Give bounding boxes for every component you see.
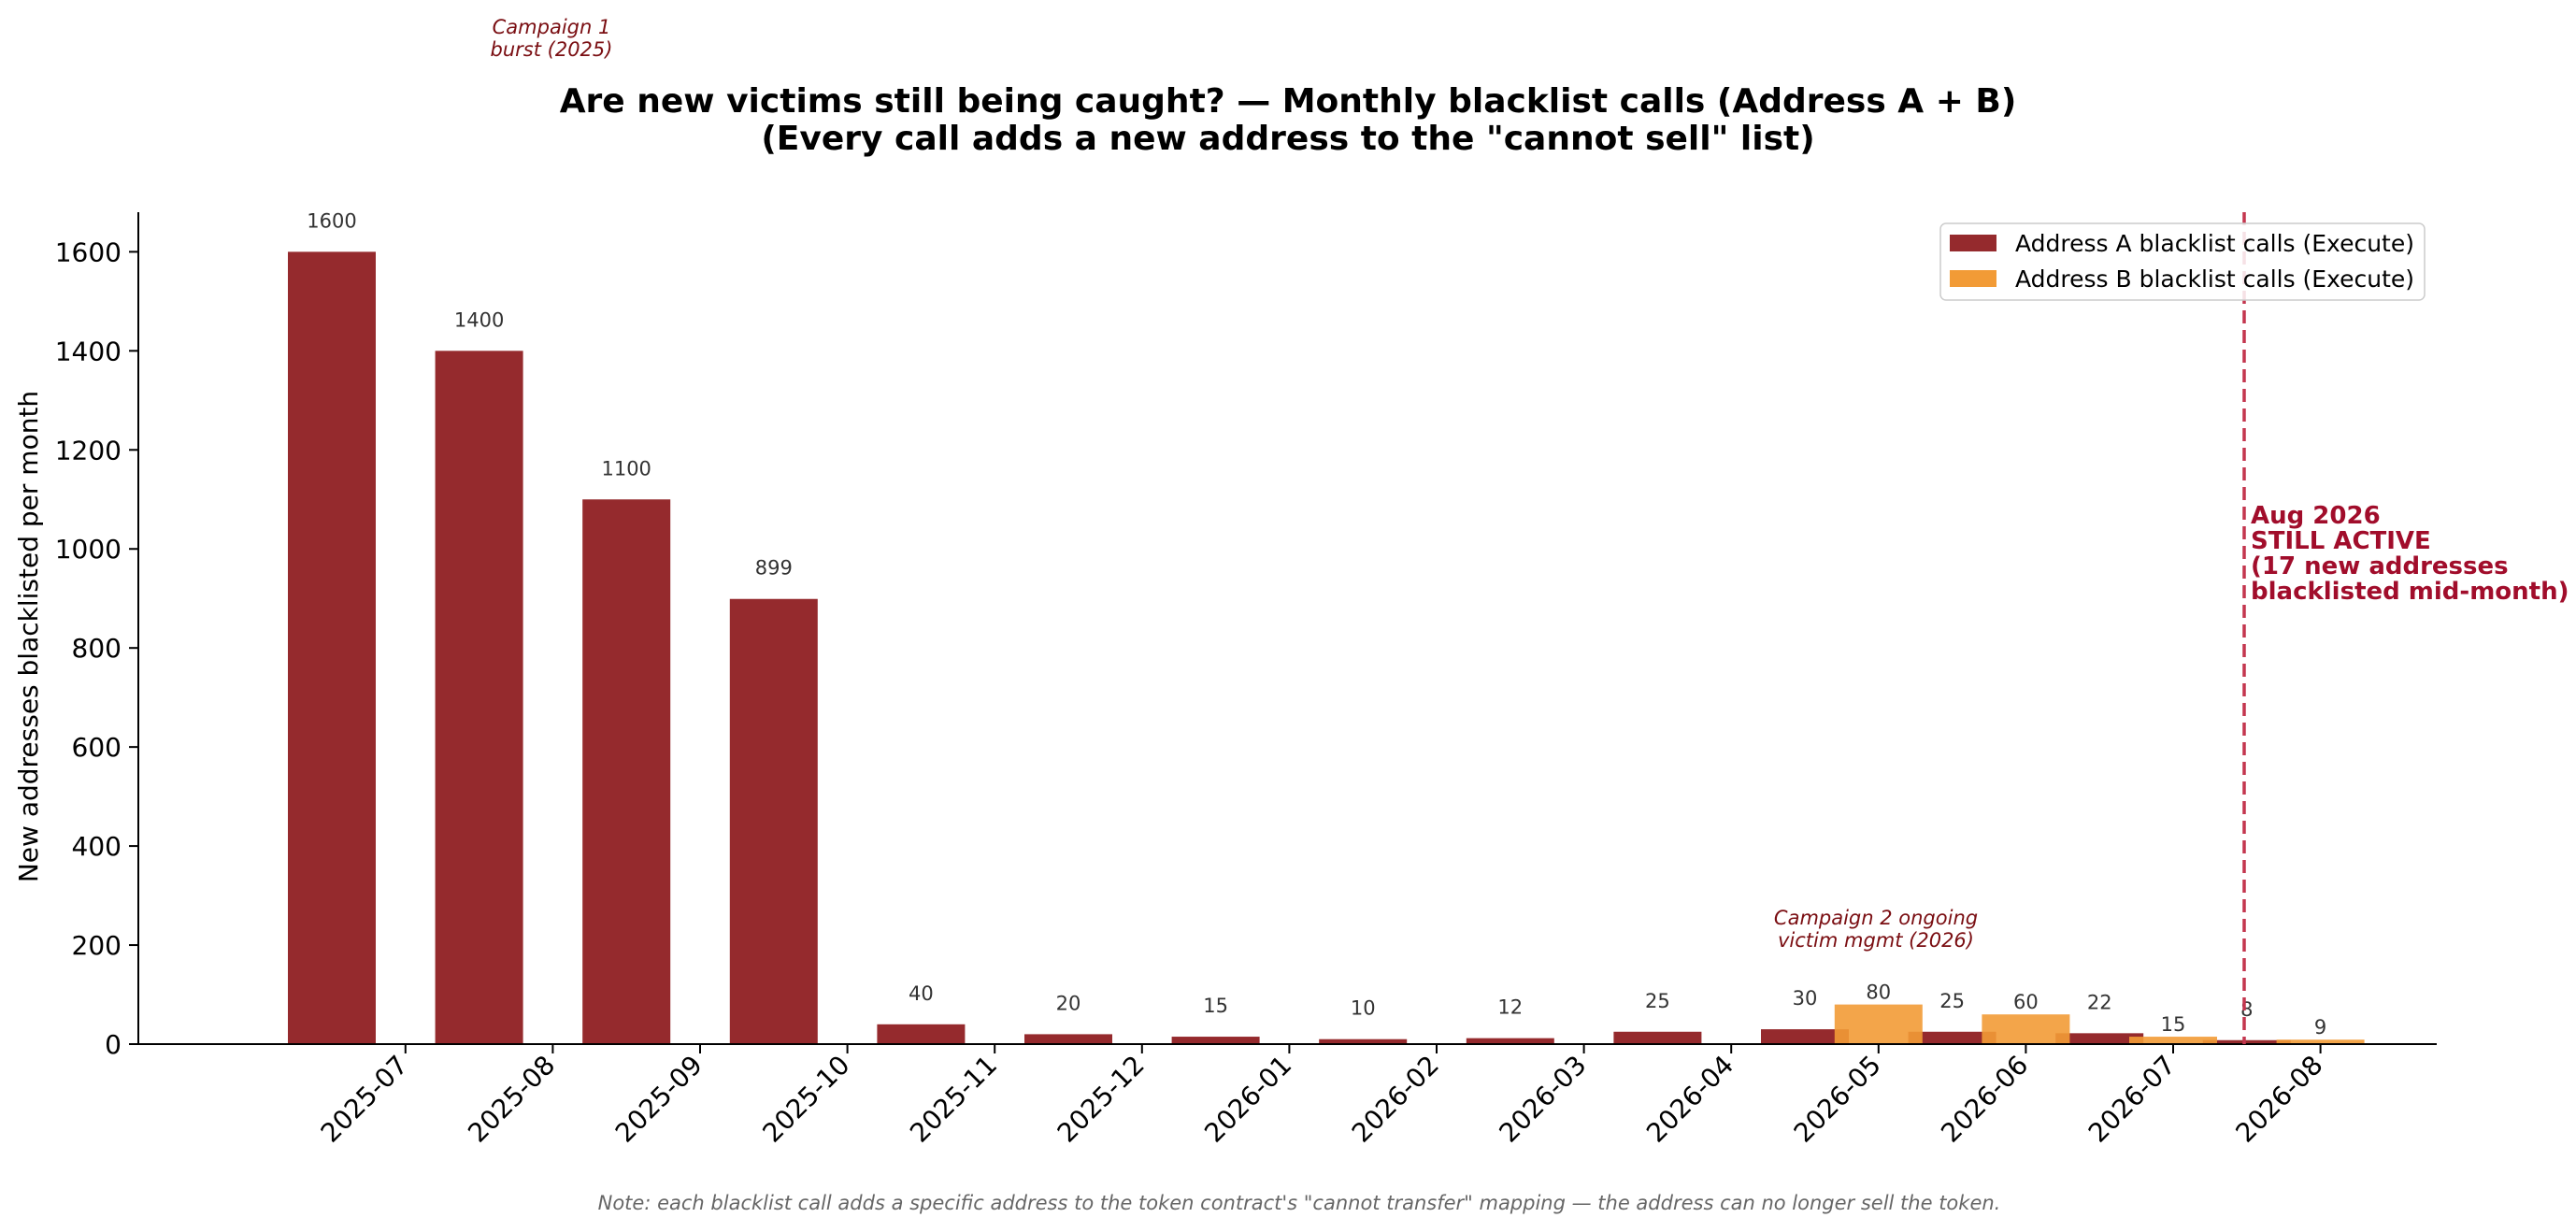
value-label-address-a: 899 (755, 557, 793, 580)
value-label-address-a: 25 (1939, 990, 1965, 1012)
bar-address-a-2026-02 (1319, 1039, 1408, 1044)
value-label-address-a: 22 (2087, 991, 2112, 1013)
y-tick-label: 1400 (55, 336, 122, 366)
y-tick-label: 400 (72, 831, 122, 862)
value-label-address-b: 9 (2314, 1016, 2326, 1039)
legend-label-address-b: Address B blacklist calls (Execute) (2015, 265, 2414, 293)
bar-address-a-2025-12 (1024, 1034, 1112, 1044)
campaign2-annotation-line1: Campaign 2 ongoing (1774, 907, 1978, 929)
x-tick-label: 2026-04 (1640, 1050, 1739, 1149)
y-axis-label: New addresses blacklisted per month (13, 391, 44, 882)
value-label-address-a: 8 (2240, 998, 2253, 1021)
value-label-address-a: 40 (909, 982, 934, 1005)
bar-address-a-2026-05 (1761, 1029, 1849, 1044)
bars (288, 251, 2365, 1044)
y-tick-label: 200 (72, 930, 122, 961)
bar-address-b-2026-08 (2276, 1039, 2365, 1044)
x-tick-label: 2026-07 (2082, 1050, 2182, 1149)
x-tick-label: 2026-06 (1935, 1050, 2034, 1149)
y-axis-ticks: 0 200 400 600 800 1000 1200 1400 1600 (55, 236, 138, 1060)
value-label-address-a: 1600 (307, 209, 356, 232)
bar-address-b-2026-07 (2129, 1037, 2217, 1044)
x-tick-label: 2025-07 (315, 1050, 414, 1149)
bar-address-b-2026-05 (1834, 1004, 1923, 1044)
x-tick-label: 2025-08 (462, 1050, 561, 1149)
value-label-address-a: 25 (1645, 990, 1670, 1012)
bar-address-b-2026-06 (1982, 1014, 2070, 1044)
value-label-address-b: 80 (1866, 981, 1891, 1004)
bar-address-a-2026-06 (1908, 1031, 1996, 1044)
value-label-address-a: 12 (1497, 996, 1523, 1019)
x-tick-label: 2026-08 (2229, 1050, 2328, 1149)
campaign2-annotation-line2: victim mgmt (2026) (1778, 929, 1974, 952)
bar-address-a-2025-09 (582, 499, 671, 1044)
legend-label-address-a: Address A blacklist calls (Execute) (2015, 230, 2414, 257)
bar-address-a-2026-08 (2202, 1039, 2291, 1044)
campaign1-annotation-line2: burst (2025) (491, 38, 613, 61)
x-tick-label: 2025-12 (1052, 1050, 1151, 1149)
value-label-address-a: 1400 (454, 308, 504, 331)
chart-title-line2: (Every call adds a new address to the "c… (761, 120, 1814, 158)
bar-address-a-2025-07 (288, 251, 376, 1044)
x-tick-label: 2025-10 (756, 1050, 855, 1149)
y-tick-label: 0 (105, 1029, 122, 1060)
value-label-address-b: 60 (2013, 991, 2039, 1013)
value-label-address-a: 1100 (601, 457, 651, 480)
bar-address-a-2025-10 (729, 598, 818, 1044)
x-tick-label: 2026-01 (1198, 1050, 1297, 1149)
bar-address-a-2025-08 (435, 351, 523, 1044)
legend-swatch-address-a (1950, 235, 1996, 251)
still-active-line3: (17 new addresses (2251, 552, 2509, 580)
y-tick-label: 1200 (55, 435, 122, 466)
x-tick-label: 2025-11 (904, 1050, 1003, 1149)
value-label-address-a: 30 (1793, 987, 1818, 1010)
campaign1-annotation-line1: Campaign 1 (493, 16, 611, 38)
value-label-address-a: 15 (1203, 995, 1228, 1017)
bar-address-a-2026-03 (1466, 1038, 1554, 1044)
x-axis-ticks: 2025-07 2025-08 2025-09 2025-10 2025-11 2025-… (315, 1044, 2329, 1149)
bar-address-a-2026-04 (1613, 1031, 1702, 1044)
x-tick-label: 2026-02 (1346, 1050, 1445, 1149)
bar-address-a-2025-11 (877, 1024, 966, 1044)
bar-address-a-2026-07 (2055, 1033, 2144, 1044)
legend-swatch-address-b (1950, 270, 1996, 287)
x-tick-label: 2026-03 (1493, 1050, 1592, 1149)
y-tick-label: 600 (72, 732, 122, 763)
still-active-line1: Aug 2026 (2251, 502, 2381, 530)
value-label-address-a: 20 (1056, 992, 1081, 1014)
value-label-address-b: 15 (2161, 1013, 2186, 1036)
x-tick-label: 2026-05 (1788, 1050, 1887, 1149)
still-active-line4: blacklisted mid-month) (2251, 578, 2569, 606)
still-active-line2: STILL ACTIVE (2251, 527, 2431, 555)
legend: Address A blacklist calls (Execute) Addr… (1939, 222, 2426, 301)
x-tick-label: 2025-09 (609, 1050, 708, 1149)
value-labels: 1600 1400 1100 899 40 20 15 10 12 25 30 25 22 8 80 60 15… (307, 209, 2326, 1039)
legend-box (1939, 222, 2426, 301)
chart-title-line1: Are new victims still being caught? — Mo… (560, 82, 2017, 121)
y-tick-label: 1000 (55, 534, 122, 565)
y-tick-label: 800 (72, 633, 122, 664)
y-tick-label: 1600 (55, 236, 122, 267)
value-label-address-a: 10 (1351, 997, 1376, 1020)
footnote: Note: each blacklist call adds a specifi… (598, 1192, 2001, 1214)
bar-address-a-2026-01 (1171, 1037, 1260, 1044)
